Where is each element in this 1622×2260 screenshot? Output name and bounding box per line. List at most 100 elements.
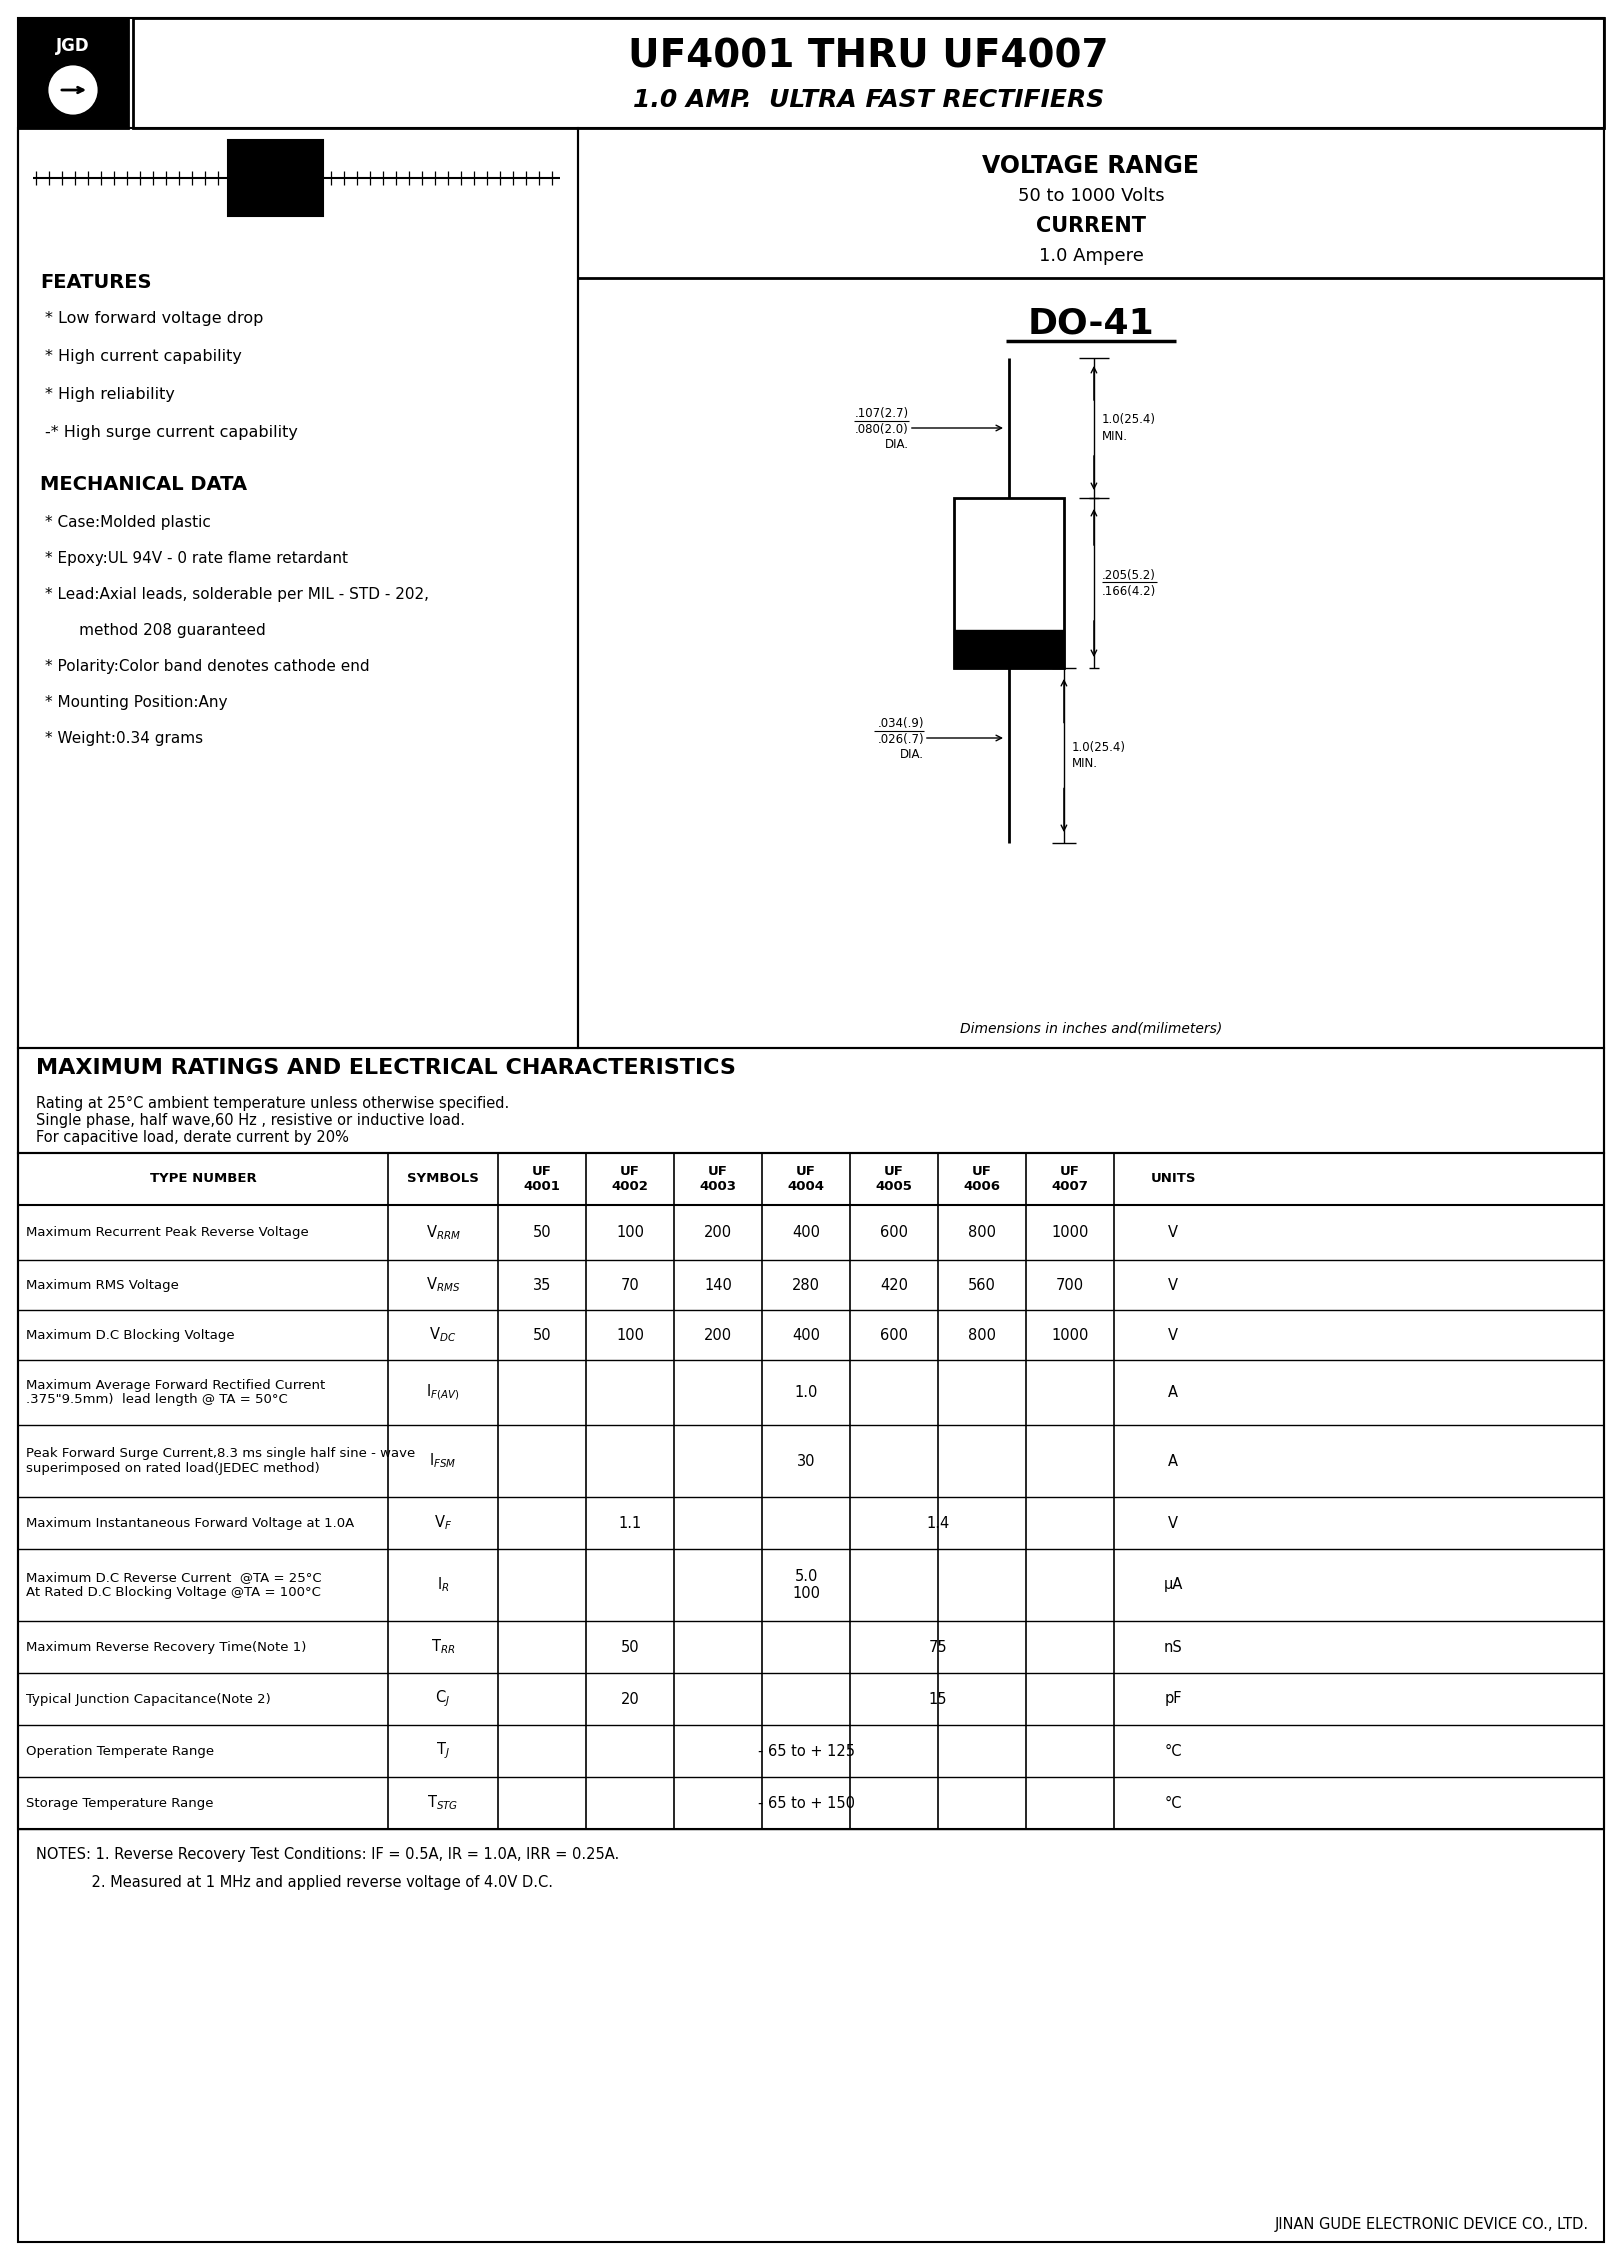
Text: 800: 800 [968,1225,996,1241]
Text: UF
4005: UF 4005 [876,1164,913,1193]
Text: 700: 700 [1056,1277,1083,1293]
Text: A: A [1168,1385,1178,1399]
Text: Maximum Recurrent Peak Reverse Voltage: Maximum Recurrent Peak Reverse Voltage [26,1225,308,1238]
Text: UNITS: UNITS [1150,1173,1195,1186]
Text: 140: 140 [704,1277,732,1293]
Text: 1.0: 1.0 [795,1385,817,1399]
Text: UF
4006: UF 4006 [963,1164,1001,1193]
Text: 1.0 AMP.  ULTRA FAST RECTIFIERS: 1.0 AMP. ULTRA FAST RECTIFIERS [633,88,1105,113]
Text: 100: 100 [616,1225,644,1241]
Text: Maximum Average Forward Rectified Current
.375"9.5mm)  lead length @ TA = 50°C: Maximum Average Forward Rectified Curren… [26,1379,326,1406]
Text: - 65 to + 125: - 65 to + 125 [757,1742,855,1758]
Text: Dimensions in inches and(milimeters): Dimensions in inches and(milimeters) [960,1022,1221,1035]
Text: C$_J$: C$_J$ [435,1688,451,1709]
Text: Rating at 25°C ambient temperature unless otherwise specified.: Rating at 25°C ambient temperature unles… [36,1096,509,1112]
Text: Maximum D.C Blocking Voltage: Maximum D.C Blocking Voltage [26,1329,235,1342]
Text: UF
4004: UF 4004 [788,1164,824,1193]
Text: T$_{RR}$: T$_{RR}$ [431,1638,456,1657]
Text: V$_{RMS}$: V$_{RMS}$ [427,1275,461,1295]
Text: method 208 guaranteed: method 208 guaranteed [45,624,266,637]
Text: 1000: 1000 [1051,1225,1088,1241]
Text: 1.0(25.4): 1.0(25.4) [1072,741,1126,755]
Text: - 65 to + 150: - 65 to + 150 [757,1794,855,1810]
Text: 600: 600 [881,1327,908,1342]
Text: MAXIMUM RATINGS AND ELECTRICAL CHARACTERISTICS: MAXIMUM RATINGS AND ELECTRICAL CHARACTER… [36,1058,736,1078]
Text: TYPE NUMBER: TYPE NUMBER [149,1173,256,1186]
Text: I$_R$: I$_R$ [436,1575,449,1593]
Text: * Case:Molded plastic: * Case:Molded plastic [45,515,211,531]
Text: 30: 30 [796,1453,816,1469]
Text: Peak Forward Surge Current,8.3 ms single half sine - wave
superimposed on rated : Peak Forward Surge Current,8.3 ms single… [26,1446,415,1476]
Text: °C: °C [1165,1794,1182,1810]
Text: Operation Temperate Range: Operation Temperate Range [26,1745,214,1758]
Text: UF
4001: UF 4001 [524,1164,561,1193]
Text: Maximum RMS Voltage: Maximum RMS Voltage [26,1279,178,1290]
Bar [954,631,1064,669]
Bar [954,497,1064,669]
Text: .166(4.2): .166(4.2) [1101,585,1156,597]
Text: * Polarity:Color band denotes cathode end: * Polarity:Color band denotes cathode en… [45,660,370,673]
Text: V$_{DC}$: V$_{DC}$ [430,1327,456,1345]
Bar [18,129,577,1049]
Text: 5.0
100: 5.0 100 [792,1568,821,1600]
Text: 50: 50 [532,1225,551,1241]
Text: pF: pF [1165,1690,1182,1706]
Text: MECHANICAL DATA: MECHANICAL DATA [41,475,247,495]
Text: .205(5.2): .205(5.2) [1101,570,1156,581]
Text: 280: 280 [792,1277,821,1293]
Text: A: A [1168,1453,1178,1469]
Text: * High reliability: * High reliability [45,386,175,402]
Text: 560: 560 [968,1277,996,1293]
Text: .080(2.0): .080(2.0) [855,423,908,436]
Bar [577,129,1604,1049]
Text: 2. Measured at 1 MHz and applied reverse voltage of 4.0V D.C.: 2. Measured at 1 MHz and applied reverse… [36,1876,553,1889]
Text: T$_{STG}$: T$_{STG}$ [427,1794,459,1813]
Text: Maximum Reverse Recovery Time(Note 1): Maximum Reverse Recovery Time(Note 1) [26,1641,307,1654]
Bar [18,1153,1604,1828]
Bar [18,18,128,129]
Text: Maximum D.C Reverse Current  @TA = 25°C
At Rated D.C Blocking Voltage @TA = 100°: Maximum D.C Reverse Current @TA = 25°C A… [26,1571,321,1600]
Text: UF
4007: UF 4007 [1051,1164,1088,1193]
Text: 35: 35 [532,1277,551,1293]
Text: nS: nS [1163,1638,1182,1654]
Text: NOTES: 1. Reverse Recovery Test Conditions: IF = 0.5A, IR = 1.0A, IRR = 0.25A.: NOTES: 1. Reverse Recovery Test Conditio… [36,1846,620,1862]
Text: Storage Temperature Range: Storage Temperature Range [26,1797,214,1810]
Text: .107(2.7): .107(2.7) [855,407,908,420]
Bar [133,18,1604,129]
Text: DIA.: DIA. [900,748,925,762]
Text: SYMBOLS: SYMBOLS [407,1173,478,1186]
Text: 50 to 1000 Volts: 50 to 1000 Volts [1017,188,1165,206]
Text: V: V [1168,1327,1178,1342]
Text: 70: 70 [621,1277,639,1293]
Text: DO-41: DO-41 [1028,305,1155,339]
Text: 1.4: 1.4 [926,1516,949,1530]
Text: Single phase, half wave,60 Hz , resistive or inductive load.: Single phase, half wave,60 Hz , resistiv… [36,1112,466,1128]
Text: I$_{FSM}$: I$_{FSM}$ [430,1451,457,1471]
Text: 200: 200 [704,1327,732,1342]
Text: 100: 100 [616,1327,644,1342]
Text: V$_F$: V$_F$ [435,1514,453,1532]
Text: UF
4003: UF 4003 [699,1164,736,1193]
Text: V: V [1168,1277,1178,1293]
Text: 400: 400 [792,1225,821,1241]
Text: 800: 800 [968,1327,996,1342]
Text: 200: 200 [704,1225,732,1241]
Text: .026(.7): .026(.7) [878,732,925,746]
Bar [229,140,323,217]
Text: 50: 50 [621,1638,639,1654]
Text: °C: °C [1165,1742,1182,1758]
Text: JGD: JGD [57,36,89,54]
Text: 1.0 Ampere: 1.0 Ampere [1038,246,1144,264]
Text: DIA.: DIA. [886,438,908,450]
Text: 50: 50 [532,1327,551,1342]
Text: VOLTAGE RANGE: VOLTAGE RANGE [983,154,1200,179]
Text: Maximum Instantaneous Forward Voltage at 1.0A: Maximum Instantaneous Forward Voltage at… [26,1516,354,1530]
Text: 400: 400 [792,1327,821,1342]
Text: * Lead:Axial leads, solderable per MIL - STD - 202,: * Lead:Axial leads, solderable per MIL -… [45,588,428,601]
Text: Typical Junction Capacitance(Note 2): Typical Junction Capacitance(Note 2) [26,1693,271,1706]
Text: -* High surge current capability: -* High surge current capability [45,425,298,441]
Text: 420: 420 [881,1277,908,1293]
Text: 1.1: 1.1 [618,1516,642,1530]
Text: MIN.: MIN. [1072,757,1098,771]
Text: T$_J$: T$_J$ [436,1740,449,1761]
